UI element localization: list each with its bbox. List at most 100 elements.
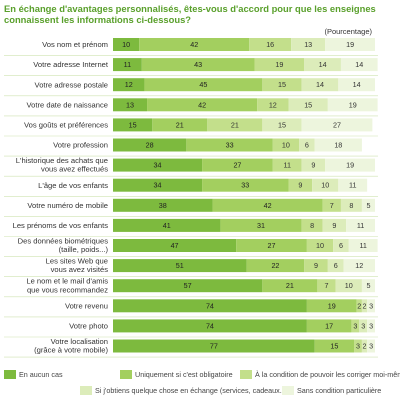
bar-5-series-3 — [299, 138, 315, 152]
category-label-11-line-0: Les sites Web que — [46, 257, 108, 266]
bar-9-series-4 — [346, 218, 375, 232]
data-label-12-series-0: 57 — [184, 281, 192, 290]
data-label-8-series-3: 8 — [349, 201, 353, 210]
data-label-3-series-4: 19 — [349, 100, 357, 109]
data-label-3-series-3: 15 — [304, 100, 312, 109]
bar-14-series-3 — [359, 319, 368, 333]
bar-7-series-0 — [113, 178, 203, 192]
category-label-6-line-0: L'historique des achats que — [16, 156, 108, 165]
bar-10-series-1 — [236, 239, 307, 252]
category-label-9: Les prénoms de vos enfants — [13, 221, 109, 230]
data-label-11-series-1: 22 — [271, 261, 279, 270]
bar-12-series-0 — [113, 279, 263, 293]
category-label-14: Votre photo — [69, 322, 108, 331]
data-label-6-series-1: 27 — [233, 161, 241, 170]
data-label-1-series-3: 14 — [319, 60, 327, 69]
bar-13-series-3 — [361, 299, 368, 313]
bar-5-series-0 — [113, 138, 187, 152]
bar-13-series-4 — [367, 299, 375, 313]
data-label-12-series-1: 21 — [286, 281, 294, 290]
data-label-9-series-3: 9 — [332, 221, 336, 230]
data-label-7-series-0: 34 — [154, 181, 162, 190]
bar-6-series-1 — [202, 158, 273, 172]
legend-label-3: Si j'obtiens quelque chose en échange (s… — [95, 386, 289, 395]
data-label-15-series-2: 3 — [356, 342, 360, 351]
category-label-3: Votre date de naissance — [27, 100, 108, 109]
unit-label: (Pourcentage) — [324, 27, 372, 36]
data-label-6-series-3: 9 — [311, 161, 315, 170]
category-label-2: Votre adresse postale — [35, 80, 108, 89]
data-label-12-series-2: 7 — [325, 281, 329, 290]
legend-label-4: Sans condition particulière — [297, 386, 382, 395]
bar-7-series-3 — [312, 178, 339, 192]
legend-label-2: À la condition de pouvoir les corriger m… — [255, 370, 400, 379]
bar-10-series-4 — [348, 239, 378, 252]
data-label-15-series-0: 77 — [210, 342, 218, 351]
bar-12-series-4 — [361, 279, 375, 293]
bar-0-series-0 — [113, 38, 140, 51]
legend-swatch-1 — [120, 370, 132, 379]
legend-item-0: En aucun cas — [4, 370, 63, 379]
bar-3-series-3 — [288, 98, 328, 112]
data-label-7-series-3: 10 — [321, 181, 329, 190]
bar-15-series-3 — [361, 339, 368, 353]
data-label-4-series-1: 21 — [176, 120, 184, 129]
bar-15-series-1 — [314, 339, 355, 353]
data-label-3-series-2: 12 — [269, 100, 277, 109]
bar-14-series-4 — [367, 319, 375, 333]
data-label-9-series-0: 41 — [163, 221, 171, 230]
category-label-0: Vos nom et prénom — [42, 40, 108, 49]
bar-4-series-1 — [152, 118, 208, 132]
bar-3-series-4 — [327, 98, 378, 112]
bar-7-series-4 — [338, 178, 368, 192]
bar-3-series-1 — [147, 98, 258, 112]
chart-title: En échange d'avantages personnalisés, êt… — [4, 3, 376, 25]
bar-10-series-2 — [306, 239, 334, 252]
bar-11-series-4 — [343, 259, 375, 273]
bar-5-series-4 — [314, 138, 362, 152]
bar-6-series-2 — [272, 158, 302, 172]
data-label-7-series-4: 11 — [349, 181, 356, 190]
bar-9-series-1 — [220, 218, 302, 232]
bar-6-series-4 — [325, 158, 375, 172]
bar-5-series-2 — [272, 138, 300, 152]
data-label-10-series-1: 27 — [268, 241, 276, 250]
bar-3-series-0 — [113, 98, 148, 112]
bar-13-series-2 — [356, 299, 362, 313]
data-label-13-series-1: 19 — [328, 301, 336, 310]
data-label-2-series-2: 15 — [278, 80, 286, 89]
bar-9-series-3 — [322, 218, 347, 232]
data-label-0-series-2: 16 — [266, 40, 274, 49]
bar-9-series-2 — [301, 218, 323, 232]
data-label-5-series-1: 33 — [226, 141, 234, 150]
data-label-11-series-4: 12 — [355, 261, 363, 270]
bar-1-series-2 — [254, 58, 305, 72]
bar-12-series-3 — [335, 279, 362, 293]
bar-1-series-0 — [113, 58, 142, 72]
bar-2-series-2 — [262, 78, 302, 92]
bar-14-series-1 — [306, 319, 352, 333]
data-label-0-series-1: 42 — [190, 40, 198, 49]
bar-6-series-3 — [301, 158, 326, 172]
bar-2-series-4 — [338, 78, 375, 92]
data-label-3-series-1: 42 — [198, 100, 206, 109]
bar-12-series-1 — [262, 279, 318, 293]
bar-1-series-1 — [141, 58, 255, 72]
bar-1-series-4 — [340, 58, 378, 72]
data-label-10-series-3: 6 — [339, 241, 343, 250]
legend-label-1: Uniquement si c'est obligatoire — [135, 370, 233, 379]
data-label-13-series-2: 2 — [357, 301, 361, 310]
data-label-15-series-3: 2 — [363, 342, 367, 351]
category-label-8: Votre numéro de mobile — [27, 201, 108, 210]
category-label-15-line-0: Votre localisation — [51, 337, 108, 346]
bar-7-series-2 — [288, 178, 313, 192]
bar-6-series-0 — [113, 158, 203, 172]
bar-15-series-4 — [367, 339, 375, 353]
data-label-6-series-0: 34 — [154, 161, 162, 170]
bar-0-series-3 — [291, 38, 326, 51]
bar-12-series-2 — [317, 279, 336, 293]
data-label-5-series-4: 18 — [334, 141, 342, 150]
data-label-1-series-4: 14 — [355, 60, 363, 69]
data-label-15-series-4: 3 — [369, 342, 373, 351]
data-label-8-series-1: 42 — [264, 201, 272, 210]
